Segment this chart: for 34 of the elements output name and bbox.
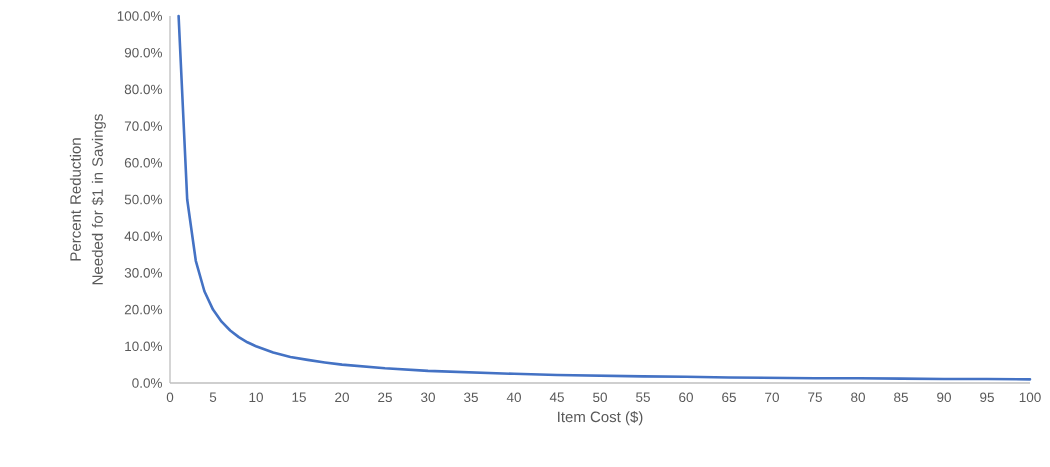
- y-axis-title: Percent Reduction Needed for $1 in Savings: [69, 114, 106, 285]
- y-tick-label: 70.0%: [124, 121, 162, 131]
- y-tick-label: 20.0%: [124, 304, 162, 315]
- x-tick-label: 35: [464, 392, 478, 403]
- y-tick-label: 40.0%: [124, 231, 162, 241]
- x-tick-label: 70: [765, 392, 779, 403]
- x-tick-label: 75: [808, 392, 822, 402]
- x-tick-label: 40: [506, 392, 521, 403]
- y-tick-label: 60.0%: [124, 158, 162, 168]
- x-tick-label: 65: [722, 392, 736, 403]
- x-tick-label: 10: [249, 392, 263, 403]
- x-tick-label: 30: [421, 392, 435, 403]
- x-tick-label: 25: [378, 392, 392, 403]
- x-tick-label: 15: [292, 392, 306, 402]
- y-tick-label: 100.0%: [117, 11, 162, 21]
- x-tick-label: 85: [894, 392, 908, 403]
- x-tick-label: 20: [335, 392, 349, 403]
- x-tick-label: 80: [851, 392, 865, 403]
- x-axis-title: Item Cost ($): [558, 410, 643, 426]
- x-tick-label: 5: [209, 392, 217, 402]
- y-tick-label: 90.0%: [124, 47, 162, 58]
- x-tick-label: 0: [166, 392, 174, 403]
- y-tick-label: 50.0%: [124, 194, 162, 205]
- y-tick-label: 80.0%: [124, 84, 162, 95]
- y-tick-label: 30.0%: [124, 268, 162, 278]
- y-tick-label: 10.0%: [125, 341, 162, 352]
- x-tick-label: 60: [679, 392, 693, 403]
- x-tick-label: 45: [549, 392, 564, 402]
- x-tick-label: 50: [593, 392, 607, 403]
- x-tick-label: 100: [1019, 392, 1041, 403]
- x-tick-label: 95: [980, 392, 994, 403]
- x-tick-label: 90: [937, 392, 951, 403]
- x-tick-label: 55: [636, 392, 650, 402]
- y-tick-label: 0.0%: [132, 378, 162, 388]
